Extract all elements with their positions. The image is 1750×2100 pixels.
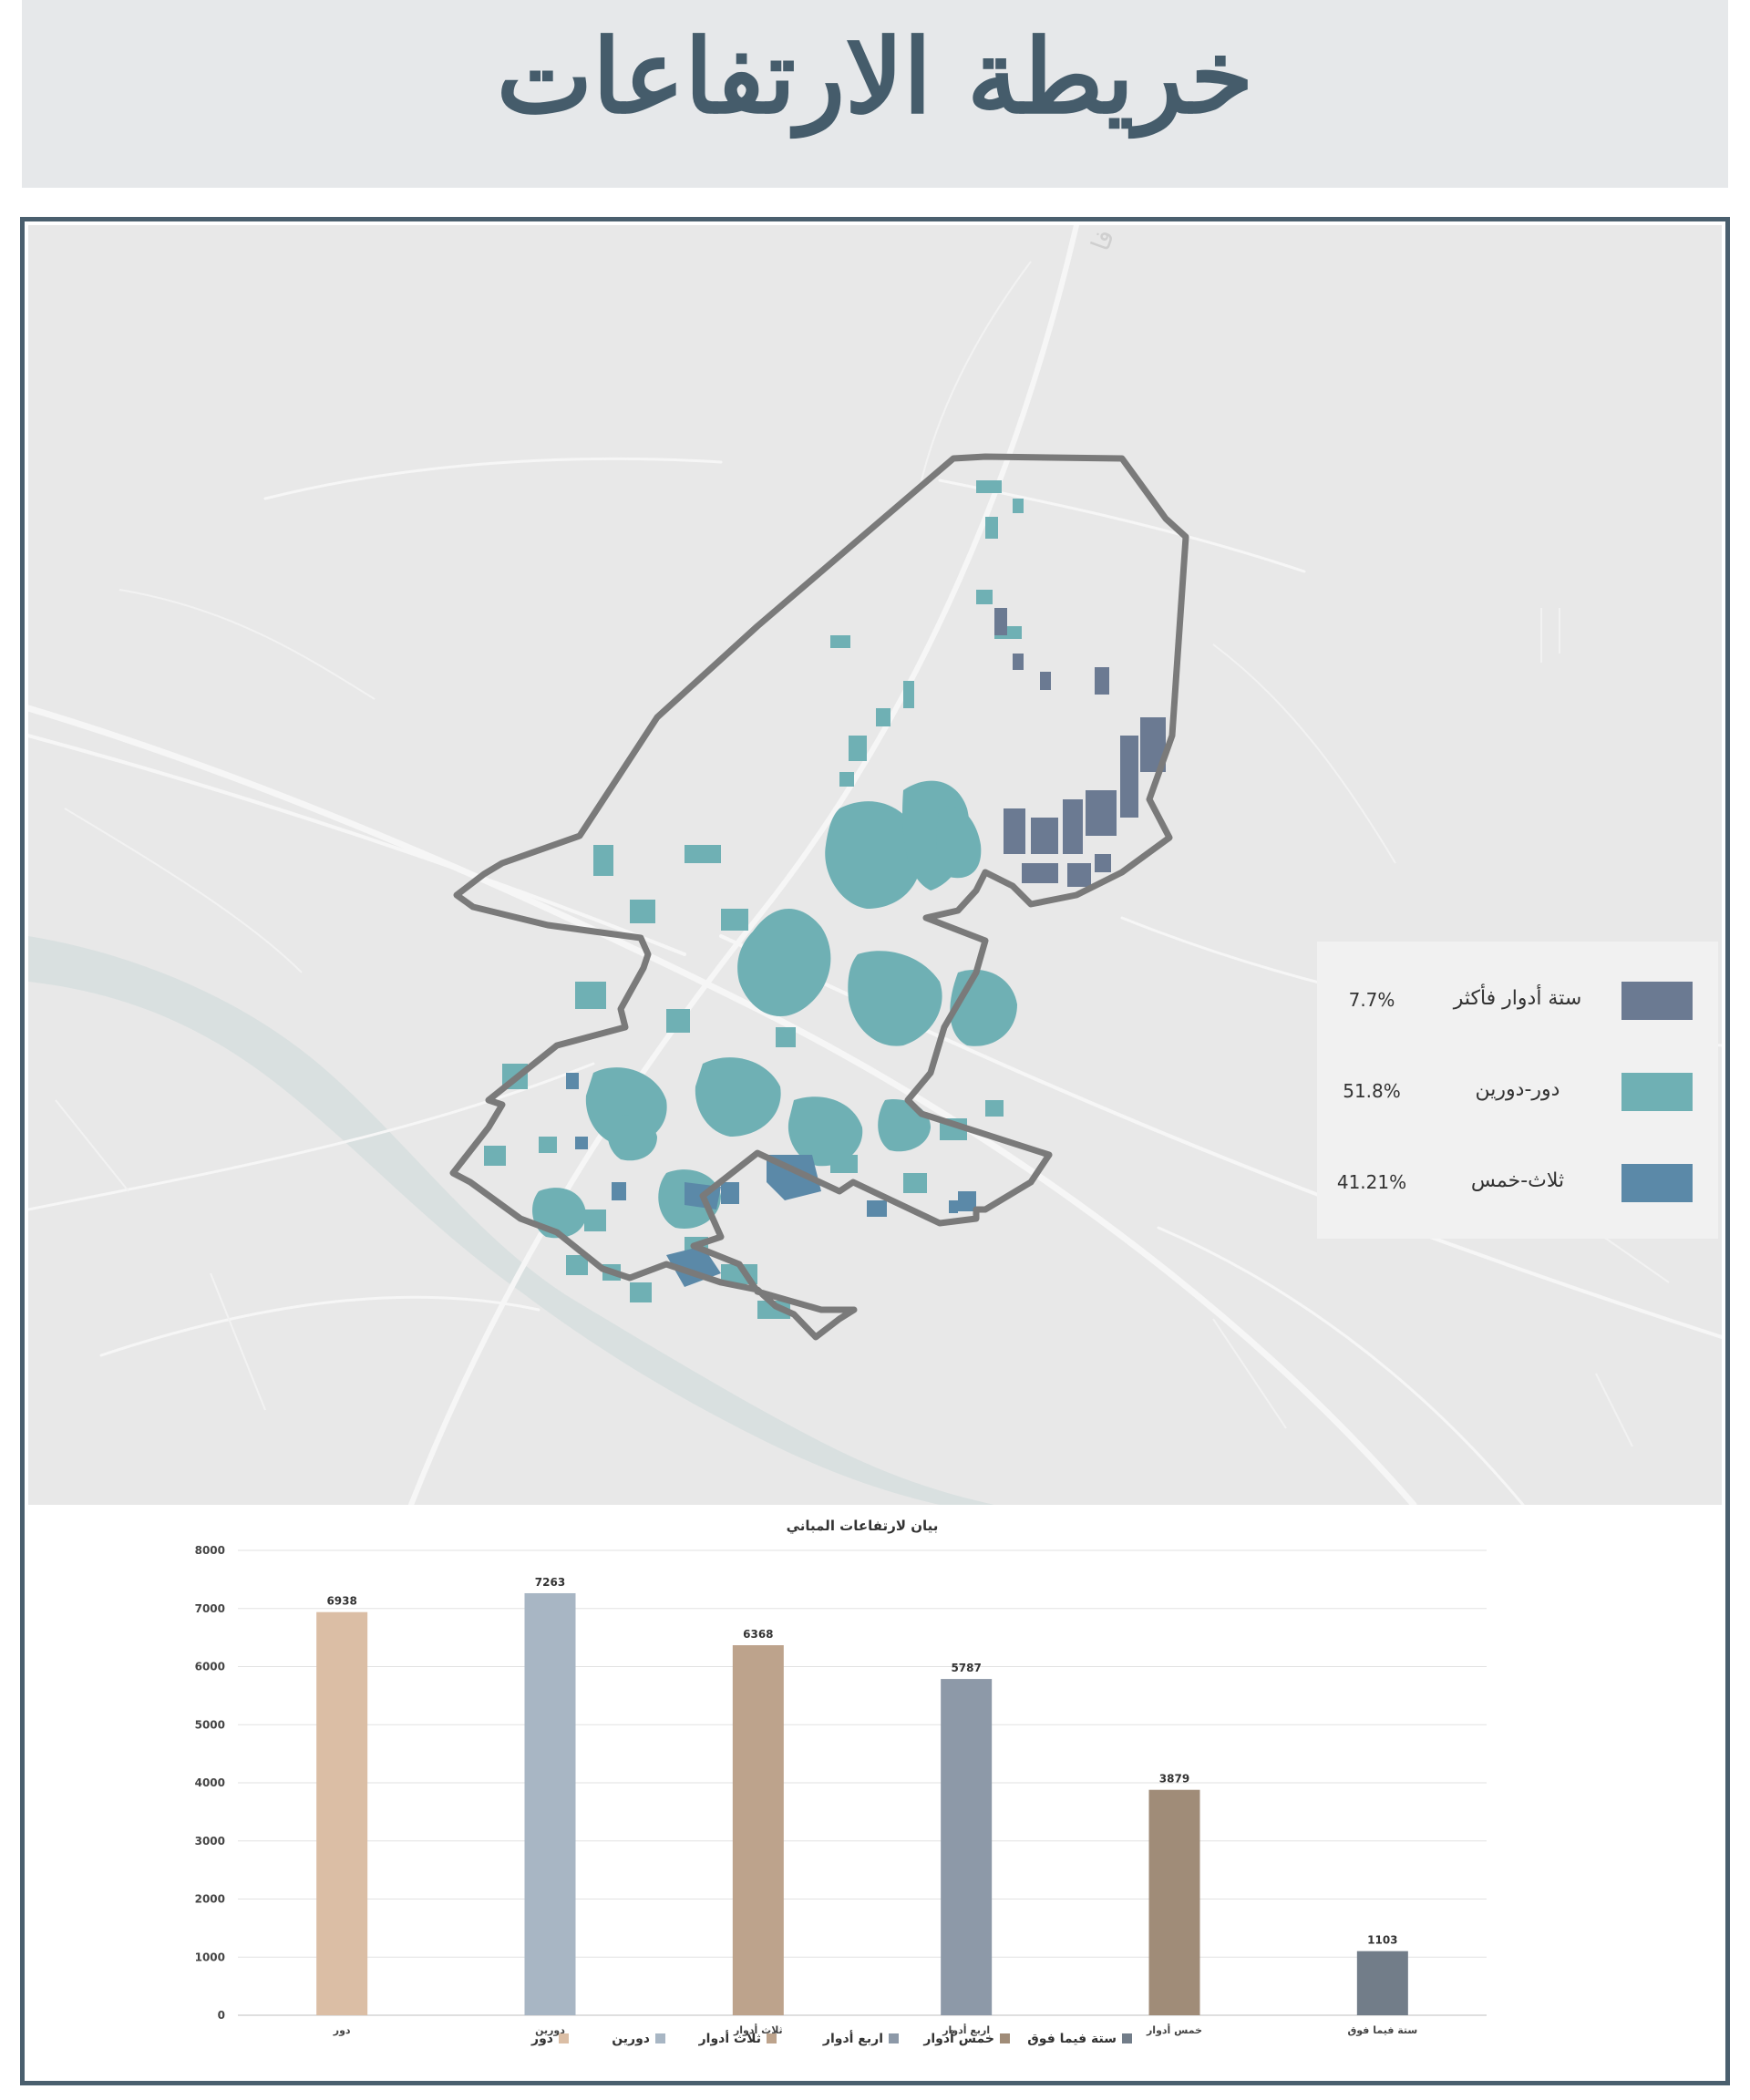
data-label: 7263 <box>535 1576 565 1589</box>
x-tick-label: اربع أدوار <box>942 2023 990 2036</box>
data-label: 3879 <box>1159 1773 1189 1786</box>
y-tick-label: 4000 <box>195 1776 225 1789</box>
legend-entry: دورين <box>612 2032 650 2046</box>
river <box>28 936 994 1505</box>
data-label: 6938 <box>326 1595 356 1608</box>
study-area-boundary <box>449 453 1189 1341</box>
legend-label: ثلاث-خمس <box>1470 1169 1565 1192</box>
y-tick-label: 6000 <box>195 1661 225 1673</box>
legend-percent: 51.8% <box>1343 1080 1401 1102</box>
bar-1 <box>316 1611 368 2015</box>
y-tick-label: 2000 <box>195 1893 225 1906</box>
legend-swatch <box>889 2033 899 2043</box>
legend-item-six-plus: 7.7% ستة أدوار فأكثر <box>1317 978 1718 1024</box>
legend-swatch <box>767 2033 777 2043</box>
bar-2 <box>524 1592 576 2015</box>
legend-swatch <box>1000 2033 1010 2043</box>
legend-swatch <box>1621 982 1693 1020</box>
legend-label: دور-دورين <box>1475 1078 1560 1101</box>
x-tick-label: ستة فيما فوق <box>1347 2024 1417 2036</box>
bar-6 <box>1356 1951 1408 2015</box>
y-tick-label: 8000 <box>195 1544 225 1557</box>
legend-swatch <box>655 2033 665 2043</box>
title-banner: خريطة الارتفاعات <box>22 0 1728 188</box>
x-tick-label: دورين <box>535 2024 565 2036</box>
x-tick-label: ثلاث أدوار <box>733 2023 783 2036</box>
legend-percent: 7.7% <box>1348 989 1395 1011</box>
map-area[interactable]: فا <box>28 225 1722 1505</box>
legend-percent: 41.21% <box>1336 1171 1407 1193</box>
legend-item-one-two: 51.8% دور-دورين <box>1317 1069 1718 1115</box>
bar-4 <box>941 1679 993 2015</box>
legend-swatch <box>1122 2033 1132 2043</box>
bar-3 <box>732 1645 784 2015</box>
chart-canvas: بيان لارتفاعات المباني 0 1000 2000 3000 4000 5… <box>195 1518 1487 2046</box>
map-canvas[interactable]: فا <box>28 225 1722 1505</box>
legend-entry: خمس أدوار <box>922 2030 994 2046</box>
y-tick-label: 5000 <box>195 1718 225 1731</box>
chart-title: بيان لارتفاعات المباني <box>787 1518 939 1534</box>
legend-entry: ثلاث أدوار <box>698 2030 761 2046</box>
legend-entry: دور <box>530 2032 553 2046</box>
map-legend: 7.7% ستة أدوار فأكثر 51.8% دور-دورين 41.… <box>1317 942 1718 1239</box>
page-title: خريطة الارتفاعات <box>496 17 1254 137</box>
y-tick-label: 3000 <box>195 1835 225 1848</box>
x-tick-label: خمس أدوار <box>1146 2023 1202 2036</box>
y-tick-label: 1000 <box>195 1951 225 1963</box>
legend-swatch <box>1621 1073 1693 1111</box>
legend-swatch <box>559 2033 569 2043</box>
main-frame: فا <box>20 217 1730 2085</box>
bar-5 <box>1148 1789 1200 2015</box>
legend-label: ستة أدوار فأكثر <box>1453 987 1582 1010</box>
legend-entry: ستة فيما فوق <box>1027 2032 1117 2046</box>
building-heights-chart: بيان لارتفاعات المباني 0 1000 2000 3000 4000 5… <box>28 1505 1722 2081</box>
buildings-six-plus-floors <box>994 608 1166 887</box>
y-tick-label: 7000 <box>195 1602 225 1615</box>
data-label: 5787 <box>951 1662 981 1674</box>
legend-entry: اربع أدوار <box>822 2030 883 2046</box>
legend-swatch <box>1621 1164 1693 1202</box>
y-tick-label: 0 <box>218 2009 225 2022</box>
data-label: 6368 <box>743 1628 773 1641</box>
x-tick-label: دور <box>333 2024 351 2036</box>
data-label: 1103 <box>1367 1934 1397 1947</box>
legend-item-three-five: 41.21% ثلاث-خمس <box>1317 1160 1718 1206</box>
